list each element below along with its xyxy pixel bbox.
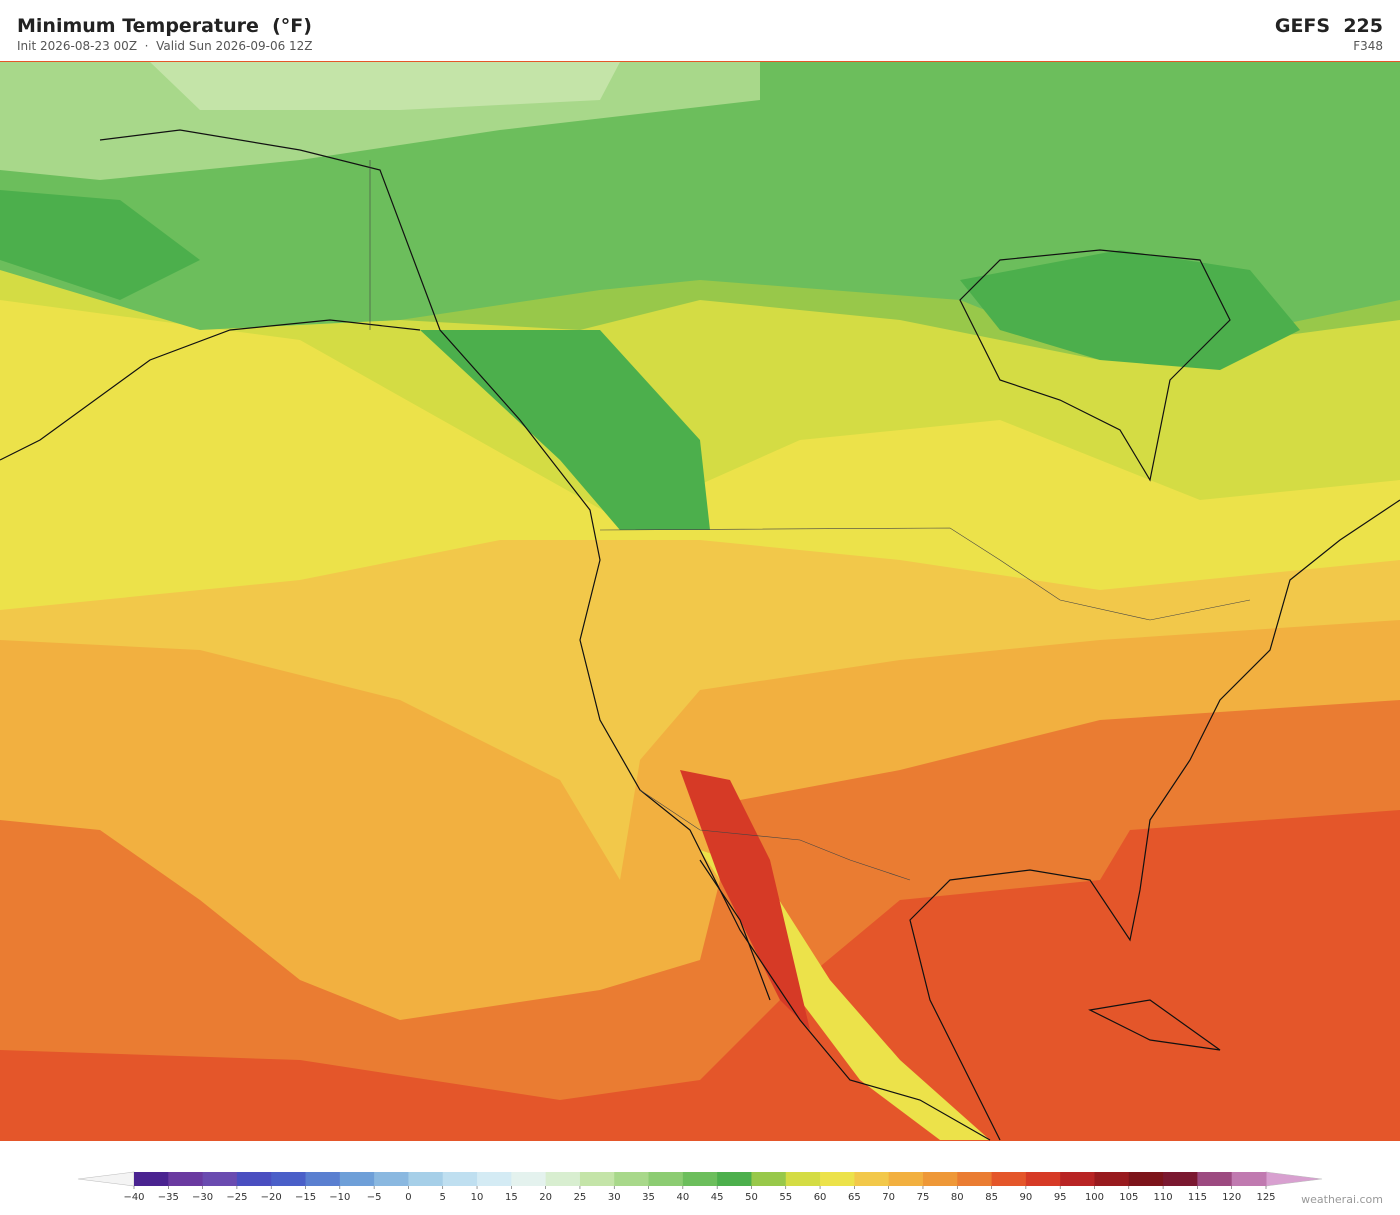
colorbar-tick-label: 60 <box>814 1192 827 1203</box>
colorbar-tick-label: 100 <box>1085 1192 1104 1203</box>
colorbar-bin <box>888 1172 924 1186</box>
colorbar-tick-label: −5 <box>367 1192 382 1203</box>
colorbar-tick-label: 70 <box>882 1192 895 1203</box>
colorbar-tick-label: −40 <box>123 1192 144 1203</box>
field <box>150 62 620 110</box>
colorbar-bin <box>957 1172 993 1186</box>
coastline <box>1088 999 1221 1051</box>
forecast-hour: F348 <box>1353 39 1383 53</box>
colorbar-tick-label: 110 <box>1154 1192 1173 1203</box>
colorbar-bin <box>751 1172 787 1186</box>
colorbar-tick-label: 75 <box>917 1192 930 1203</box>
colorbar-tick-label: 65 <box>848 1192 861 1203</box>
colorbar-bin <box>374 1172 409 1186</box>
colorbar-bin <box>511 1172 547 1186</box>
coastline <box>0 319 421 461</box>
colorbar-bin <box>305 1172 341 1186</box>
colorbar: −40 −35 −30 −25 −20 −15 −10 −5 0 5 10 15 20 25 30 35 40 4… <box>77 1171 1323 1203</box>
colorbar-tick-label: 80 <box>951 1192 964 1203</box>
colorbar-tick-label: 50 <box>745 1192 758 1203</box>
colorbar-bin <box>545 1172 581 1186</box>
colorbar-bin <box>614 1172 650 1186</box>
colorbar-bin <box>236 1172 272 1186</box>
field <box>960 250 1300 370</box>
map <box>0 61 1400 1141</box>
field <box>680 770 810 1030</box>
colorbar-bin <box>1231 1172 1267 1186</box>
colorbar-bin <box>991 1172 1027 1186</box>
colorbar-tick-label: −10 <box>329 1192 350 1203</box>
colorbar-bin <box>339 1172 375 1186</box>
colorbar-tick-label: 105 <box>1119 1192 1138 1203</box>
colorbar-tick-label: 115 <box>1188 1192 1207 1203</box>
colorbar-bin <box>820 1172 855 1186</box>
field <box>420 330 710 530</box>
field <box>0 190 200 300</box>
coastline <box>99 129 991 1141</box>
colorbar-tick-label: 40 <box>676 1192 689 1203</box>
colorbar-bin <box>408 1172 444 1186</box>
colorbar-tick-label: 15 <box>505 1192 518 1203</box>
colorbar-bin <box>1060 1172 1095 1186</box>
colorbar-bin <box>202 1172 238 1186</box>
border <box>599 527 1251 621</box>
coastline <box>699 859 771 1001</box>
colorbar-bin <box>1025 1172 1061 1186</box>
colorbar-bin <box>442 1172 478 1186</box>
colorbar-tick-label: 20 <box>539 1192 552 1203</box>
colorbar-tick-label: 5 <box>440 1192 446 1203</box>
colorbar-bin <box>134 1172 169 1186</box>
colorbar-tick-label: −20 <box>261 1192 282 1203</box>
colorbar-tick-label: 55 <box>779 1192 792 1203</box>
colorbar-tick-label: 25 <box>574 1192 587 1203</box>
subtitle: Init 2026-08-23 00Z · Valid Sun 2026-09-… <box>17 39 313 53</box>
colorbar-bin <box>785 1172 821 1186</box>
colorbar-tick-label: 90 <box>1020 1192 1033 1203</box>
colorbar-tick-label: 125 <box>1256 1192 1275 1203</box>
colorbar-tick-label: 30 <box>608 1192 621 1203</box>
colorbar-bin <box>1197 1172 1233 1186</box>
colorbar-extend-high <box>1265 1171 1323 1187</box>
border <box>369 160 911 881</box>
colorbar-bin <box>682 1172 718 1186</box>
coastline <box>909 499 1400 1141</box>
watermark: weatherai.com <box>1301 1193 1383 1206</box>
colorbar-tick-label: 0 <box>405 1192 411 1203</box>
colorbar-extend-low <box>77 1171 135 1187</box>
colorbar-bin <box>922 1172 958 1186</box>
colorbar-bin <box>168 1172 204 1186</box>
colorbar-tick-label: 35 <box>642 1192 655 1203</box>
title: Minimum Temperature (°F) <box>17 15 312 37</box>
colorbar-tick-label: 85 <box>985 1192 998 1203</box>
colorbar-tick-label: −25 <box>226 1192 247 1203</box>
colorbar-bin <box>854 1172 890 1186</box>
colorbar-bin <box>717 1172 752 1186</box>
colorbar-bin <box>648 1172 684 1186</box>
colorbar-tick-label: −15 <box>295 1192 316 1203</box>
colorbar-bin <box>579 1172 615 1186</box>
colorbar-bin <box>271 1172 307 1186</box>
coastline <box>959 249 1231 482</box>
colorbar-bin <box>477 1172 512 1186</box>
colorbar-bin <box>1094 1172 1130 1186</box>
colorbar-tick-label: 10 <box>471 1192 484 1203</box>
colorbar-tick-label: 120 <box>1222 1192 1241 1203</box>
coastlines <box>0 129 1400 1141</box>
model: GEFS 225 <box>1274 15 1383 37</box>
colorbar-bin <box>1128 1172 1164 1186</box>
colorbar-tick-label: −35 <box>158 1192 179 1203</box>
colorbar-tick-label: 45 <box>711 1192 724 1203</box>
borders <box>369 160 1251 881</box>
colorbar-tick-label: −30 <box>192 1192 213 1203</box>
colorbar-tick-label: 95 <box>1054 1192 1067 1203</box>
colorbar-bin <box>1163 1172 1198 1186</box>
